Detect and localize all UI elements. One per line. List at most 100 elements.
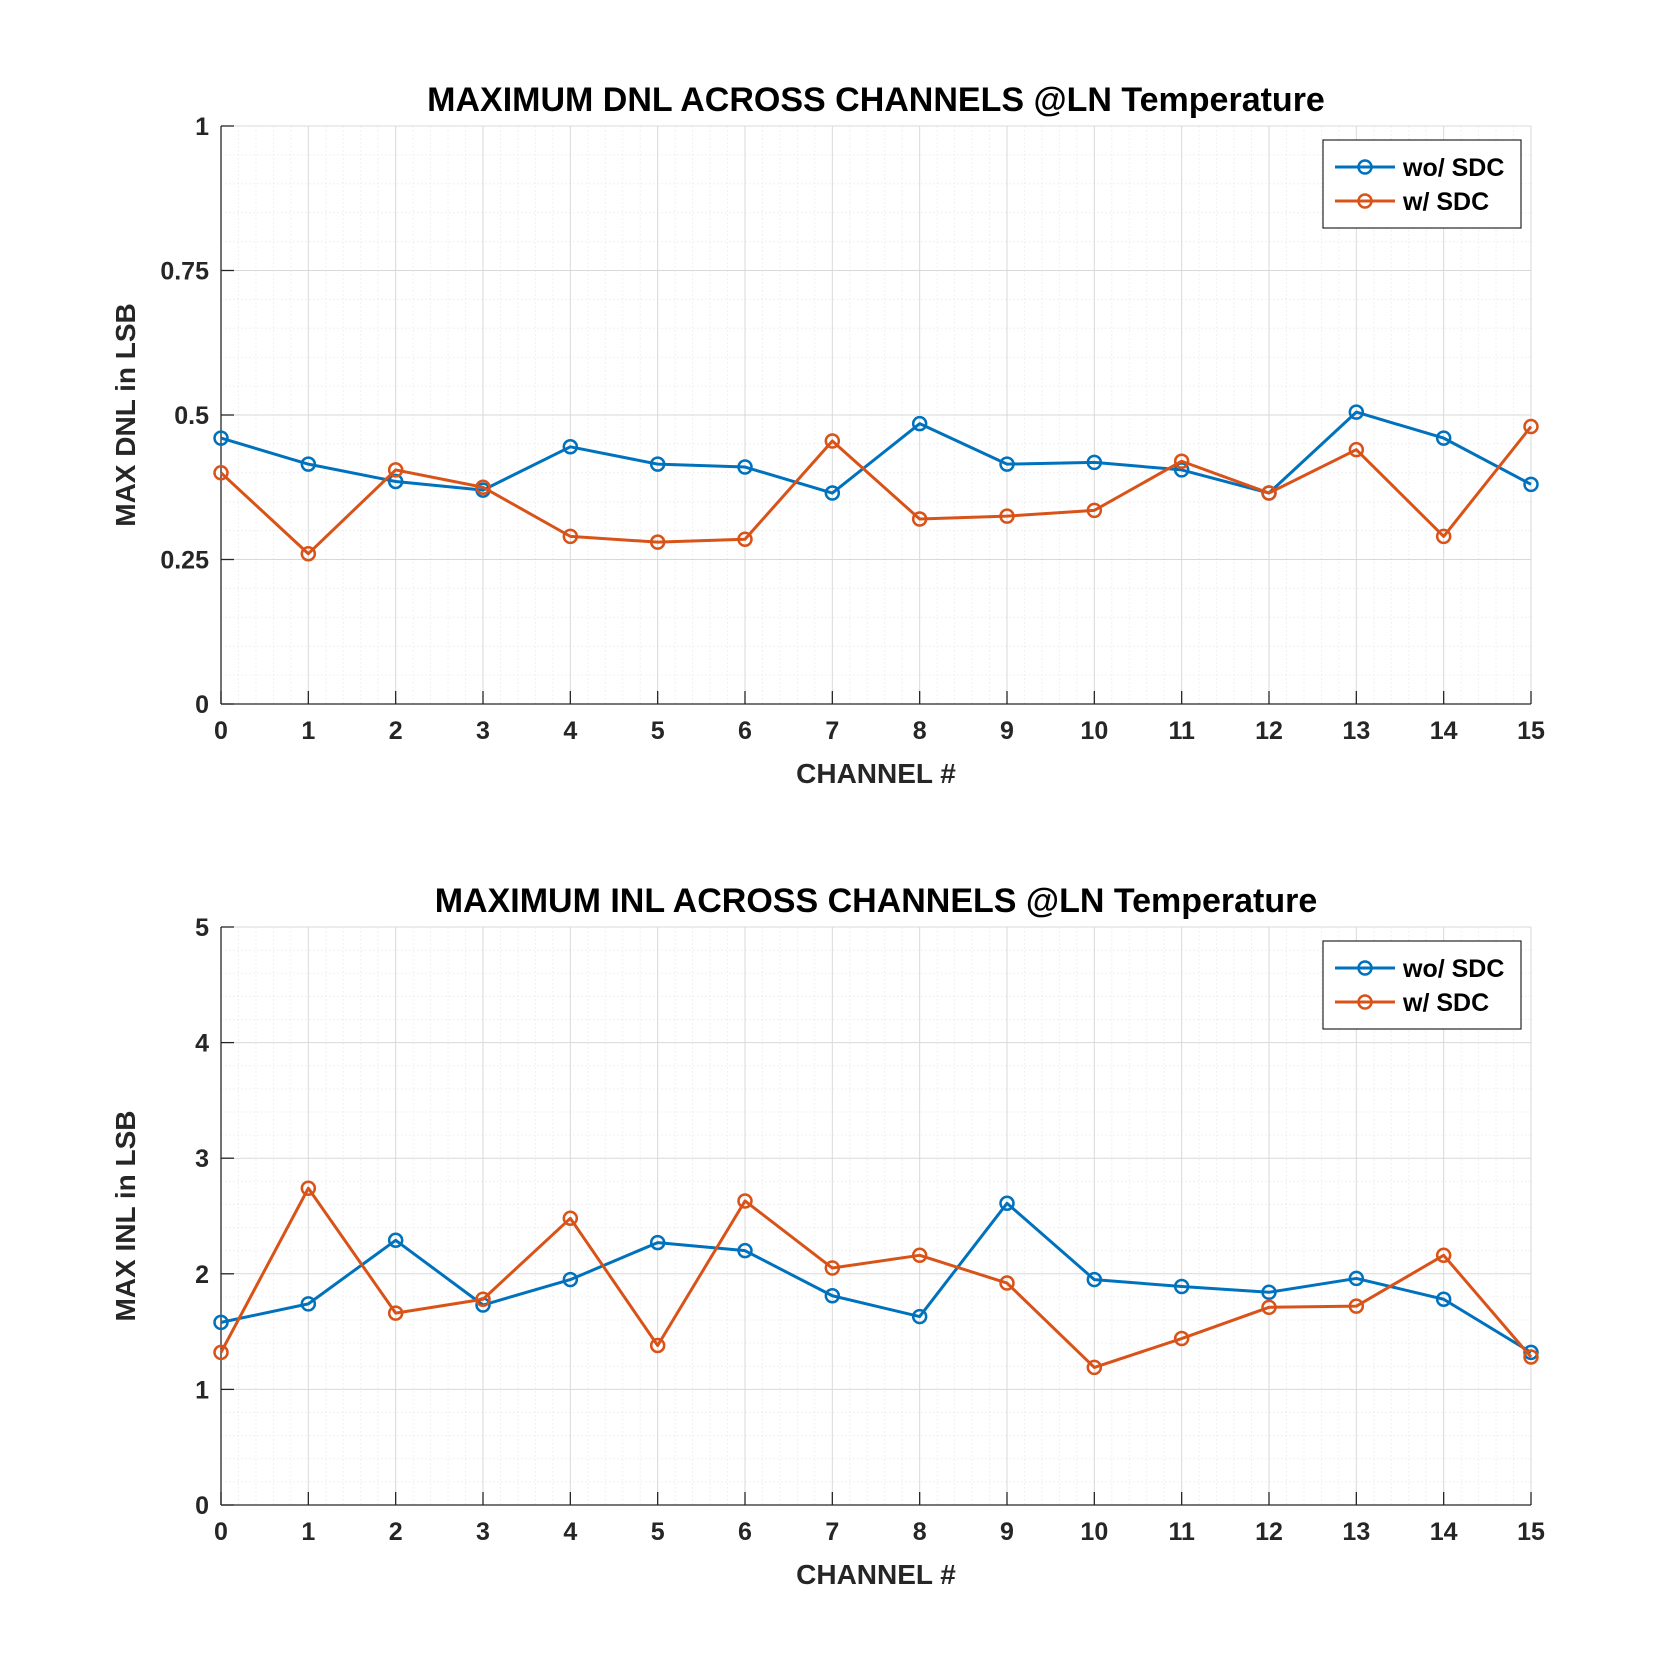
dnl-x-tick-label: 6 — [738, 717, 752, 745]
dnl-legend-swatch-marker — [1357, 193, 1373, 209]
dnl-data-point — [387, 473, 404, 490]
dnl-x-tick-label: 3 — [476, 717, 490, 745]
dnl-y-tick-label: 0.75 — [160, 258, 209, 286]
inl-minor-grid — [221, 927, 1531, 1505]
dnl-data-point — [475, 479, 491, 495]
dnl-x-tick-label: 11 — [1168, 717, 1195, 745]
inl-data-point — [737, 1193, 753, 1209]
inl-data-point — [1523, 1349, 1539, 1365]
dnl-data-point — [1086, 454, 1103, 471]
inl-x-tick-label: 1 — [301, 1518, 315, 1546]
dnl-y-tick-label: 0.25 — [160, 547, 209, 575]
dnl-y-tick-label: 0.5 — [174, 402, 209, 430]
inl-data-point — [300, 1180, 317, 1197]
dnl-x-axis-label: CHANNEL # — [796, 758, 956, 789]
inl-y-tick-label: 1 — [195, 1376, 209, 1404]
dnl-series-line — [220, 410, 1532, 495]
inl-data-point — [213, 1344, 229, 1361]
inl-data-point — [562, 1210, 579, 1227]
dnl-data-point — [1435, 528, 1452, 545]
inl-legend-swatch-marker — [1357, 994, 1373, 1010]
dnl-data-point — [1348, 404, 1365, 420]
inl-x-tick-label: 15 — [1517, 1518, 1545, 1546]
inl-data-point — [1435, 1247, 1452, 1264]
dnl-legend: wo/ SDC w/ SDC — [1322, 139, 1522, 229]
inl-legend: wo/ SDC w/ SDC — [1322, 940, 1522, 1030]
inl-x-tick-label: 12 — [1255, 1518, 1283, 1546]
dnl-data-point — [824, 485, 841, 501]
dnl-data-point — [387, 462, 404, 478]
inl-data-point — [1523, 1344, 1539, 1361]
dnl-x-tick-label: 8 — [913, 717, 927, 745]
inl-x-tick-label: 4 — [563, 1518, 577, 1546]
dnl-legend-label: wo/ SDC — [1402, 154, 1504, 182]
inl-data-point — [475, 1291, 491, 1307]
dnl-data-point — [1348, 441, 1365, 458]
dnl-data-point — [1261, 485, 1277, 501]
inl-y-tick-label: 4 — [195, 1030, 209, 1058]
dnl-x-tick-label: 4 — [563, 717, 577, 745]
dnl-y-tick-label: 0 — [195, 691, 209, 719]
dnl-x-tick-label: 7 — [825, 717, 839, 745]
dnl-x-tick-label: 1 — [301, 717, 315, 745]
inl-legend-box — [1322, 940, 1522, 1030]
dnl-data-point — [1435, 430, 1452, 446]
dnl-data-point — [999, 456, 1015, 472]
inl-y-tick-label: 3 — [195, 1145, 209, 1173]
inl-x-tick-label: 13 — [1342, 1518, 1370, 1546]
dnl-legend-label: w/ SDC — [1402, 188, 1489, 216]
inl-data-point — [1348, 1270, 1365, 1287]
inl-data-point — [649, 1337, 666, 1354]
dnl-x-tick-label: 9 — [1000, 717, 1014, 745]
inl-plot-area — [221, 927, 1531, 1505]
inl-x-tick-label: 6 — [738, 1518, 752, 1546]
inl-major-grid — [221, 926, 1532, 1505]
dnl-data-point — [1173, 453, 1190, 469]
dnl-y-tick-label: 1 — [195, 113, 209, 141]
inl-x-tick-label: 7 — [825, 1518, 839, 1546]
dnl-data-point — [213, 430, 229, 446]
inl-data-point — [1173, 1278, 1190, 1295]
dnl-legend-swatch-marker — [1357, 159, 1373, 175]
inl-data-point — [1348, 1298, 1365, 1314]
dnl-x-tick-label: 0 — [214, 717, 228, 745]
dnl-data-point — [737, 459, 753, 475]
dnl-x-tick-label: 10 — [1080, 717, 1108, 745]
inl-data-point — [300, 1296, 317, 1312]
dnl-data-point — [300, 456, 317, 472]
dnl-data-point — [911, 415, 928, 432]
dnl-x-tick-label: 5 — [651, 717, 665, 745]
inl-data-point — [911, 1247, 928, 1264]
dnl-legend-box — [1322, 139, 1522, 229]
inl-x-tick-label: 14 — [1430, 1518, 1458, 1546]
inl-chart-title: MAXIMUM INL ACROSS CHANNELS @LN Temperat… — [435, 882, 1318, 920]
inl-data-point — [999, 1275, 1015, 1291]
inl-y-tick-label: 0 — [195, 1492, 209, 1520]
dnl-series-0 — [213, 404, 1539, 501]
dnl-series-line — [219, 425, 1533, 556]
inl-series-1 — [213, 1180, 1539, 1376]
inl-data-point — [1173, 1330, 1190, 1347]
inl-y-tick-label: 5 — [195, 914, 209, 942]
inl-data-point — [999, 1195, 1015, 1212]
dnl-data-point — [213, 465, 229, 481]
dnl-data-point — [737, 531, 753, 548]
inl-x-tick-label: 11 — [1168, 1518, 1195, 1546]
inl-x-tick-label: 5 — [651, 1518, 665, 1546]
dnl-x-tick-label: 13 — [1342, 717, 1370, 745]
inl-data-point — [213, 1314, 229, 1331]
inl-data-point — [1086, 1271, 1103, 1288]
dnl-data-point — [1523, 418, 1539, 435]
inl-x-tick-label: 10 — [1080, 1518, 1108, 1546]
dnl-data-point — [1086, 502, 1103, 519]
inl-x-tick-label: 2 — [389, 1518, 403, 1546]
dnl-series-1 — [213, 418, 1539, 562]
dnl-data-point — [911, 511, 928, 527]
dnl-chart: 0 1 2 3 4 5 6 7 8 9 10 11 12 13 14 1500.250.50.751MAXIM… — [110, 81, 1545, 789]
inl-y-tick-label: 2 — [195, 1261, 209, 1289]
inl-data-point — [562, 1271, 579, 1288]
dnl-x-tick-label: 12 — [1255, 717, 1283, 745]
dnl-data-point — [562, 528, 579, 545]
inl-data-point — [649, 1234, 666, 1251]
